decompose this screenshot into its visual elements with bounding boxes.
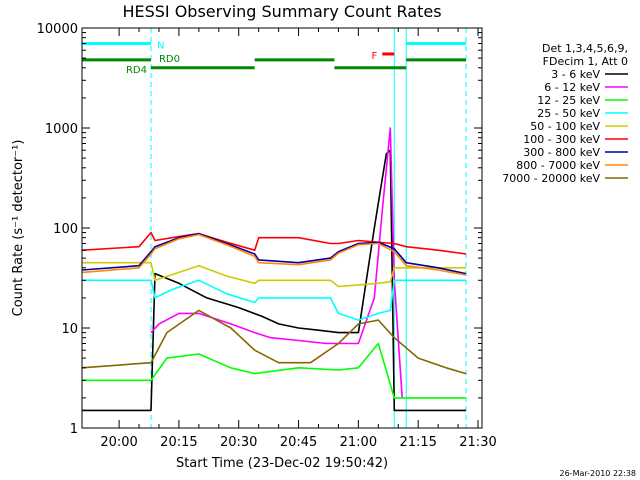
legend-header-line: FDecim 1, Att 0	[543, 55, 628, 68]
legend-entry-label: 6 - 12 keV	[544, 81, 600, 94]
series-line-300-800-kev	[82, 232, 467, 275]
legend-entry-label: 50 - 100 keV	[530, 120, 600, 133]
x-tick-label: 21:30	[459, 435, 496, 450]
series-line-800-7000-kev	[82, 233, 467, 276]
series-lines	[82, 127, 467, 412]
timestamp: 26-Mar-2010 22:38	[560, 469, 637, 478]
legend-entry-label: 7000 - 20000 keV	[502, 172, 600, 185]
series-line-7000-20000-kev	[82, 309, 467, 375]
series-line-100-300-kev	[82, 231, 467, 255]
state-bar-label-rd4: RD4	[126, 65, 147, 76]
state-bar-label-n: N	[157, 40, 164, 51]
legend-entry-label: 100 - 300 keV	[523, 133, 600, 146]
series-line-3-6-kev	[82, 149, 466, 412]
legend-entry-label: 12 - 25 keV	[537, 94, 600, 107]
x-tick-label: 20:30	[220, 435, 257, 450]
state-bars: N RD4 RD0 F	[82, 40, 467, 76]
y-tick-label: 10	[61, 322, 78, 337]
y-tick-label: 100	[53, 222, 78, 237]
chart-title: HESSI Observing Summary Count Rates	[122, 2, 441, 21]
series-line-50-100-kev	[82, 261, 466, 288]
axes: 1 10 100 1000 10000 20:00 20:15 20:30 20:45 21:00…	[37, 22, 497, 450]
legend-entry-label: 3 - 6 keV	[551, 68, 600, 81]
legend-header-line: Det 1,3,4,5,6,9,	[542, 42, 628, 55]
series-line-12-25-kev	[82, 342, 466, 399]
legend: Det 1,3,4,5,6,9,FDecim 1, Att 03 - 6 keV…	[502, 42, 628, 185]
y-tick-label: 1000	[45, 122, 78, 137]
legend-entry-label: 25 - 50 keV	[537, 107, 600, 120]
series-line-6-12-kev	[150, 127, 403, 398]
x-tick-label: 21:00	[340, 435, 377, 450]
plot-frame	[81, 27, 483, 429]
x-tick-label: 20:15	[160, 435, 197, 450]
x-tick-label: 21:15	[399, 435, 436, 450]
x-axis-label: Start Time (23-Dec-02 19:50:42)	[176, 456, 388, 471]
state-bar-label-f: F	[372, 51, 378, 62]
legend-entry-label: 800 - 7000 keV	[516, 159, 600, 172]
series-line-25-50-kev	[82, 279, 466, 321]
x-tick-label: 20:00	[100, 435, 137, 450]
y-tick-label: 10000	[37, 22, 78, 37]
x-tick-label: 20:45	[280, 435, 317, 450]
legend-entry-label: 300 - 800 keV	[523, 146, 600, 159]
state-bar-label-rd0: RD0	[159, 54, 180, 65]
y-axis-label: Count Rate (s⁻¹ detector⁻¹)	[11, 140, 26, 317]
y-tick-label: 1	[70, 422, 78, 437]
